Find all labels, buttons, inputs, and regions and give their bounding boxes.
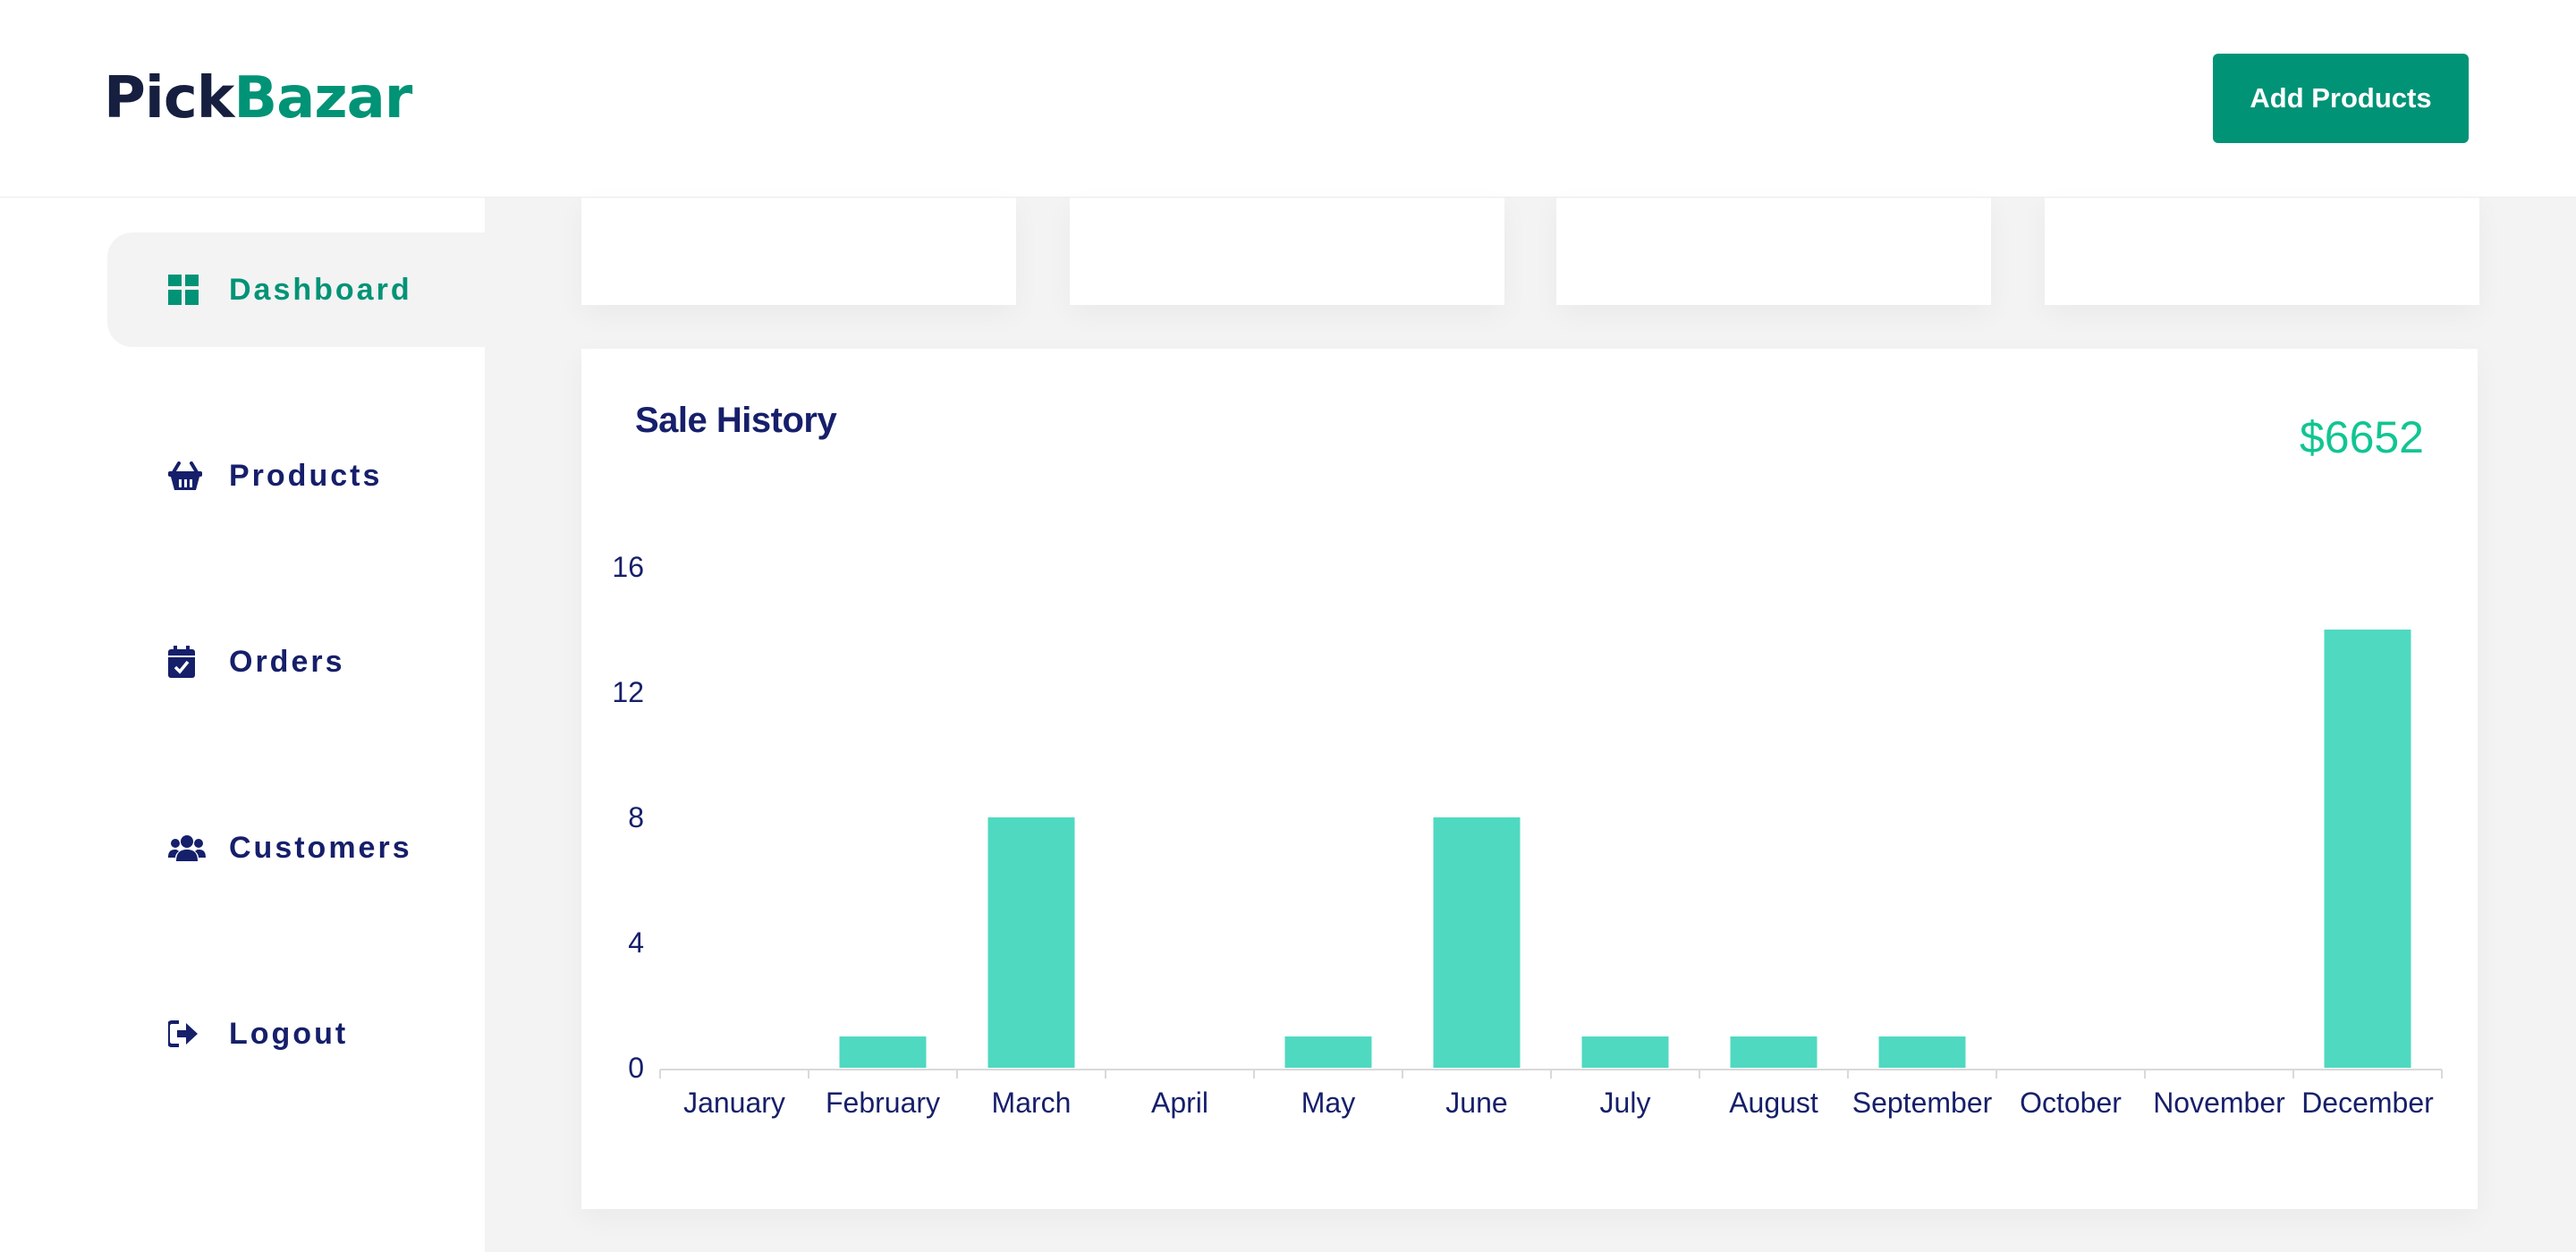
logo[interactable]: PickBazar bbox=[104, 63, 412, 134]
basket-icon bbox=[168, 461, 222, 490]
y-tick-label: 16 bbox=[612, 551, 644, 583]
y-tick-label: 0 bbox=[628, 1052, 644, 1084]
bar bbox=[1433, 817, 1521, 1068]
sidebar-item-customers[interactable]: Customers bbox=[107, 791, 485, 905]
stat-card bbox=[1556, 198, 1991, 305]
bar bbox=[2324, 630, 2411, 1068]
logo-pick-text: Pick bbox=[104, 65, 234, 131]
calendar-check-icon bbox=[168, 646, 222, 678]
sidebar-item-label: Products bbox=[229, 458, 383, 493]
x-tick-label: December bbox=[2301, 1087, 2434, 1119]
dashboard-grid-icon bbox=[168, 275, 222, 305]
x-tick-label: August bbox=[1729, 1087, 1818, 1119]
y-tick-label: 4 bbox=[628, 926, 644, 959]
stat-card bbox=[581, 198, 1016, 305]
bar bbox=[1284, 1036, 1372, 1068]
add-products-button[interactable]: Add Products bbox=[2213, 54, 2469, 143]
y-tick-label: 8 bbox=[628, 801, 644, 833]
x-tick-label: April bbox=[1151, 1087, 1208, 1119]
sidebar-item-label: Logout bbox=[229, 1016, 349, 1051]
users-icon bbox=[168, 834, 222, 861]
sidebar-item-label: Customers bbox=[229, 830, 412, 865]
x-tick-label: November bbox=[2153, 1087, 2285, 1119]
sale-history-total: $6652 bbox=[2299, 412, 2424, 462]
x-tick-label: October bbox=[2020, 1087, 2122, 1119]
sidebar: Dashboard Products Orders Customers Logo… bbox=[0, 198, 485, 1252]
x-tick-label: September bbox=[1852, 1087, 1993, 1119]
bar bbox=[1730, 1036, 1818, 1068]
x-tick-label: January bbox=[683, 1087, 785, 1119]
x-tick-label: February bbox=[826, 1087, 940, 1119]
x-tick-label: May bbox=[1301, 1087, 1355, 1119]
sidebar-item-logout[interactable]: Logout bbox=[107, 977, 485, 1091]
sidebar-item-dashboard[interactable]: Dashboard bbox=[107, 233, 485, 347]
stat-card bbox=[1070, 198, 1504, 305]
sale-history-title: Sale History bbox=[635, 401, 837, 440]
sidebar-item-label: Dashboard bbox=[229, 272, 412, 307]
top-header: PickBazar Add Products bbox=[0, 0, 2576, 198]
stat-card bbox=[2045, 198, 2479, 305]
bar bbox=[839, 1036, 927, 1068]
x-tick-label: June bbox=[1445, 1087, 1507, 1119]
sidebar-item-products[interactable]: Products bbox=[107, 419, 485, 533]
y-tick-label: 12 bbox=[612, 676, 644, 708]
sidebar-item-orders[interactable]: Orders bbox=[107, 605, 485, 719]
sale-history-card: Sale History $6652 0 4 8 12 16 January Februar… bbox=[581, 349, 2478, 1209]
logout-icon bbox=[168, 1020, 222, 1047]
main-content: Sale History $6652 0 4 8 12 16 January Februar… bbox=[485, 198, 2576, 1252]
sidebar-item-label: Orders bbox=[229, 644, 345, 679]
bar bbox=[987, 817, 1075, 1068]
sale-history-chart: 0 4 8 12 16 January February March April May June J… bbox=[612, 551, 2443, 1119]
x-tick-label: July bbox=[1600, 1087, 1651, 1119]
bar bbox=[1581, 1036, 1669, 1068]
logo-bazar-text: Bazar bbox=[233, 65, 412, 131]
bar bbox=[1878, 1036, 1966, 1068]
x-tick-label: March bbox=[992, 1087, 1072, 1119]
